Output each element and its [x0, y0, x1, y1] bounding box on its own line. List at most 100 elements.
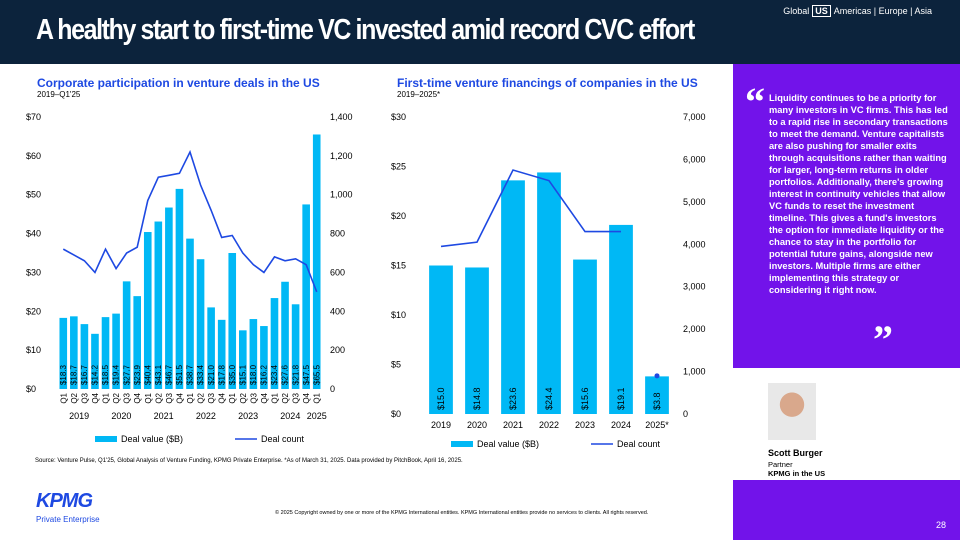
- deal-count-line: [62, 149, 318, 293]
- bar-value-label: $43.1: [154, 364, 163, 385]
- chart2-subtitle: 2019–2025*: [397, 90, 441, 99]
- bar-value-label: $23.6: [508, 387, 518, 410]
- y-right-tick: 200: [330, 345, 345, 355]
- bar: [573, 259, 597, 414]
- bar: [91, 333, 99, 389]
- y-right-tick: 7,000: [683, 112, 706, 122]
- y-right-tick: 5,000: [683, 197, 706, 207]
- y-left-tick: $20: [26, 306, 41, 316]
- y-right-tick: 3,000: [683, 282, 706, 292]
- nav-other-regions[interactable]: Americas | Europe | Asia: [833, 6, 932, 16]
- y-left-tick: $5: [391, 360, 401, 370]
- x-tick: Q3: [207, 392, 216, 403]
- x-tick: Q1: [228, 392, 237, 403]
- y-right-tick: 0: [683, 409, 688, 419]
- chart2: $0 $5 $10 $15 $20 $25 $30 0 1,000 2,000 3,000 4,000…: [391, 112, 706, 449]
- x-tick: Q2: [197, 392, 206, 403]
- x-tick: 2024: [611, 420, 631, 430]
- x-tick: Q2: [112, 392, 121, 403]
- open-quote-icon: “: [745, 79, 765, 124]
- y-left-tick: $20: [391, 211, 406, 221]
- year-label: 2020: [111, 411, 131, 421]
- x-tick: 2019: [431, 420, 451, 430]
- x-tick: Q3: [80, 392, 89, 403]
- chart1-title: Corporate participation in venture deals…: [37, 76, 320, 90]
- bar-value-label: $18.0: [249, 364, 258, 385]
- bar: [70, 316, 78, 389]
- bar-value-label: $15.1: [238, 364, 247, 385]
- y-left-tick: $25: [391, 162, 406, 172]
- y-right-tick: 600: [330, 267, 345, 277]
- bar-value-label: $33.4: [196, 364, 205, 385]
- quote-panel: “ Liquidity continues to be a priority f…: [733, 64, 960, 540]
- x-tick: 2025*: [645, 420, 669, 430]
- x-tick: Q1: [186, 392, 195, 403]
- bar-value-label: $27.6: [281, 364, 290, 385]
- x-tick: Q3: [165, 392, 174, 403]
- bar: [133, 296, 142, 389]
- bar-value-label: $65.5: [312, 364, 321, 385]
- bar-value-label: $14.8: [472, 387, 482, 410]
- bar-value-label: $17.8: [217, 364, 226, 385]
- y-right-tick: 0: [330, 384, 335, 394]
- y-right-tick: 2,000: [683, 324, 706, 334]
- bar: [196, 259, 205, 389]
- bar: [154, 221, 163, 389]
- bar: [501, 180, 525, 414]
- header: A healthy start to first-time VC investe…: [0, 0, 960, 64]
- y-right-tick: 400: [330, 306, 345, 316]
- bar: [537, 172, 561, 414]
- person-role: Partner: [768, 460, 793, 469]
- quote-text: Liquidity continues to be a priority for…: [769, 93, 948, 295]
- x-tick: Q1: [59, 392, 68, 403]
- bar-value-label: $18.7: [70, 364, 79, 385]
- y-left-tick: $0: [26, 384, 36, 394]
- year-label: 2023: [238, 411, 258, 421]
- y-left-tick: $40: [26, 229, 41, 239]
- bar-value-label: $16.2: [260, 364, 269, 385]
- bar: [645, 376, 669, 414]
- bar-value-label: $46.7: [165, 364, 174, 385]
- person-card: Scott Burger Partner KPMG in the US: [733, 368, 960, 480]
- legend-deal-value: Deal value ($B): [121, 434, 183, 444]
- bar: [112, 313, 120, 389]
- bar-value-label: $23.4: [270, 364, 279, 385]
- bar: [281, 281, 289, 389]
- y-right-tick: 4,000: [683, 239, 706, 249]
- bar-value-label: $15.0: [436, 387, 446, 410]
- x-tick: 2020: [467, 420, 487, 430]
- x-tick: Q1: [270, 392, 279, 403]
- y-right-tick: 1,400: [330, 112, 353, 122]
- source-note: Source: Venture Pulse, Q1'25, Global Ana…: [35, 458, 463, 464]
- y-right-tick: 6,000: [683, 154, 706, 164]
- bar: [59, 317, 68, 389]
- close-quote-icon: ”: [873, 317, 893, 362]
- nav-global[interactable]: Global: [783, 6, 810, 16]
- bar-value-label: $23.9: [133, 364, 142, 385]
- bar-value-label: $51.5: [175, 364, 184, 385]
- bar: [238, 330, 247, 389]
- bar-value-label: $19.4: [112, 364, 121, 385]
- year-label: 2025: [307, 411, 327, 421]
- x-tick: Q3: [292, 392, 301, 403]
- bar: [302, 204, 310, 389]
- x-tick: Q4: [133, 392, 142, 403]
- nav-us[interactable]: US: [812, 5, 831, 17]
- bar: [429, 265, 453, 414]
- x-tick: Q4: [175, 392, 184, 403]
- person-name: Scott Burger: [768, 448, 823, 458]
- legend-bar-swatch: [451, 441, 473, 447]
- y-left-tick: $30: [391, 112, 406, 122]
- x-tick: Q1: [102, 392, 111, 403]
- bar: [143, 232, 152, 389]
- bar: [291, 304, 300, 389]
- bar: [465, 267, 489, 414]
- y-left-tick: $10: [391, 310, 406, 320]
- year-label: 2019: [69, 411, 89, 421]
- bar: [186, 238, 194, 389]
- bar-value-label: $21.8: [291, 364, 300, 385]
- legend-deal-count: Deal count: [261, 434, 305, 444]
- x-tick: Q2: [239, 392, 248, 403]
- x-tick: Q4: [260, 392, 269, 403]
- y-left-tick: $70: [26, 112, 41, 122]
